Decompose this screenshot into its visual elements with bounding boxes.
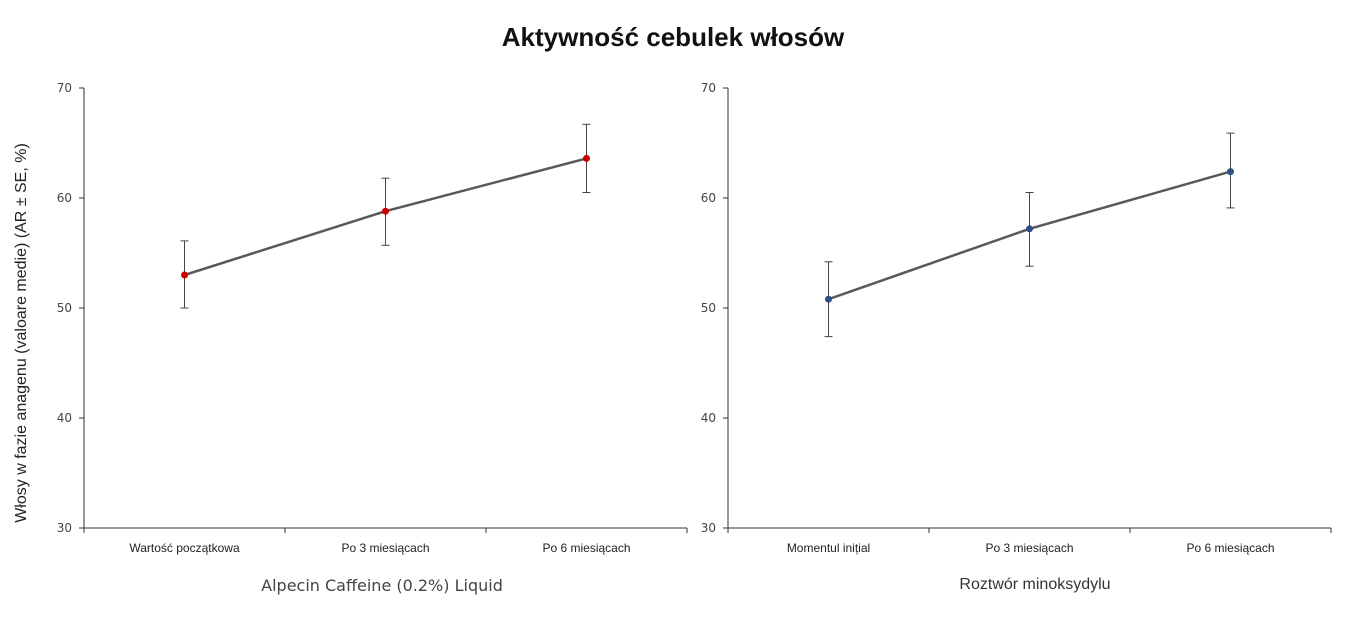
- right-x-category-label: Po 6 miesiącach: [1186, 541, 1274, 555]
- left-y-tick-label: 50: [57, 301, 72, 315]
- right-x-category-label: Momentul inițial: [787, 541, 870, 555]
- right-x-category-label: Po 3 miesiącach: [985, 541, 1073, 555]
- x-axis-title-left: Alpecin Caffeine (0.2%) Liquid: [261, 576, 503, 595]
- right-y-tick-label: 50: [701, 301, 716, 315]
- left-x-category-label: Wartość początkowa: [129, 541, 240, 555]
- right-y-tick-label: 60: [701, 191, 716, 205]
- right-y-tick-label: 30: [701, 521, 716, 535]
- left-data-point: [583, 154, 590, 162]
- right-y-tick-label: 70: [701, 81, 716, 95]
- right-data-point: [1227, 168, 1234, 176]
- left-data-point: [181, 271, 188, 279]
- right-data-point: [825, 295, 832, 303]
- chart-title: Aktywność cebulek włosów: [501, 22, 845, 52]
- left-y-tick-label: 30: [57, 521, 72, 535]
- right-y-tick-label: 40: [701, 411, 716, 425]
- left-y-tick-label: 40: [57, 411, 72, 425]
- x-axis-title-right: Roztwór minoksydylu: [959, 576, 1111, 593]
- left-x-category-label: Po 6 miesiącach: [542, 541, 630, 555]
- left-y-tick-label: 60: [57, 191, 72, 205]
- right-data-point: [1026, 225, 1033, 233]
- left-x-category-label: Po 3 miesiącach: [341, 541, 429, 555]
- left-y-tick-label: 70: [57, 81, 72, 95]
- left-data-point: [382, 207, 389, 215]
